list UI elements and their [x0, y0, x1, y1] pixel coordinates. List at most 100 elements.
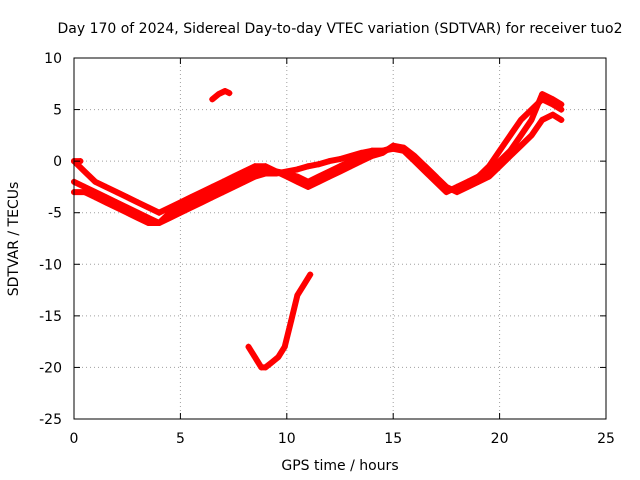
data-point: [281, 343, 288, 350]
x-tick-label: 15: [384, 431, 402, 447]
data-point: [81, 168, 88, 175]
data-point: [209, 183, 216, 190]
data-point: [251, 354, 258, 361]
series-track-e: [245, 271, 314, 371]
data-point: [92, 194, 99, 201]
data-point: [464, 180, 471, 187]
data-point: [113, 204, 120, 211]
y-tick-label: -5: [48, 206, 62, 222]
data-point: [188, 194, 195, 201]
data-point: [496, 158, 503, 165]
data-point: [507, 147, 514, 154]
data-point: [283, 173, 290, 180]
data-point: [230, 173, 237, 180]
data-point: [411, 152, 418, 159]
data-point: [288, 318, 295, 325]
data-point: [294, 292, 301, 299]
data-point: [145, 220, 152, 227]
data-point: [198, 189, 205, 196]
data-point: [262, 364, 269, 371]
data-point: [337, 156, 343, 163]
y-tick-label: 5: [53, 103, 62, 119]
data-marks: [71, 88, 565, 371]
data-point: [539, 91, 546, 98]
data-point: [222, 88, 229, 95]
x-axis-label: GPS time / hours: [281, 458, 398, 474]
data-point: [528, 116, 535, 123]
data-point: [262, 163, 269, 170]
x-tick-label: 5: [176, 431, 185, 447]
y-tick-label: -20: [39, 360, 62, 376]
data-point: [558, 106, 565, 113]
data-point: [177, 199, 184, 206]
data-point: [226, 90, 233, 97]
data-point: [485, 168, 492, 175]
data-point: [102, 183, 109, 190]
y-tick-label: -15: [39, 309, 62, 325]
data-point: [326, 173, 333, 180]
data-point: [92, 178, 99, 185]
data-point: [294, 166, 301, 173]
data-point: [305, 183, 312, 190]
data-point: [558, 101, 565, 108]
data-point: [156, 220, 163, 227]
data-point: [251, 163, 258, 170]
data-point: [422, 163, 429, 170]
data-point: [549, 96, 556, 103]
data-point: [305, 163, 312, 170]
data-point: [507, 132, 514, 139]
data-point: [315, 161, 322, 168]
plot-frame: [73, 57, 607, 420]
data-point: [300, 281, 307, 288]
y-tick-label: -25: [39, 412, 62, 428]
data-point: [156, 209, 163, 216]
data-point: [496, 147, 503, 154]
data-point: [81, 189, 88, 196]
y-tick-label: 0: [53, 154, 62, 170]
data-point: [166, 204, 173, 211]
y-tick-label: -10: [39, 257, 62, 273]
series-track-d: [209, 88, 233, 103]
data-point: [368, 152, 375, 159]
data-point: [390, 142, 397, 149]
data-point: [124, 194, 131, 201]
x-axis: 0 5 10 15 20 25: [70, 58, 615, 447]
x-tick-label: 25: [597, 431, 615, 447]
data-point: [549, 111, 556, 118]
data-point: [273, 168, 280, 175]
data-point: [539, 116, 546, 123]
y-axis: 10 5 0 -5 -10 -15 -20 -25: [39, 51, 606, 428]
data-point: [134, 199, 141, 206]
data-point: [124, 209, 131, 216]
data-point: [358, 158, 365, 165]
data-point: [294, 178, 301, 185]
data-point: [432, 173, 439, 180]
series-trace: [209, 88, 233, 103]
data-point: [454, 187, 461, 194]
data-point: [517, 132, 524, 139]
data-point: [241, 168, 248, 175]
x-tick-label: 20: [491, 431, 509, 447]
data-point: [268, 359, 275, 366]
x-tick-label: 0: [70, 431, 79, 447]
chart-title: Day 170 of 2024, Sidereal Day-to-day VTE…: [57, 21, 622, 37]
data-point: [81, 183, 88, 190]
data-point: [368, 147, 375, 154]
data-point: [379, 149, 386, 156]
data-point: [275, 354, 282, 361]
data-point: [517, 116, 524, 123]
data-point: [307, 271, 314, 278]
data-point: [134, 214, 141, 221]
data-point: [215, 91, 222, 98]
data-point: [443, 187, 450, 194]
data-point: [113, 189, 120, 196]
data-point: [326, 158, 333, 165]
data-point: [347, 163, 354, 170]
data-point: [245, 343, 252, 350]
data-point: [528, 132, 535, 139]
data-point: [337, 168, 343, 175]
data-point: [400, 144, 407, 151]
data-point: [102, 199, 109, 206]
